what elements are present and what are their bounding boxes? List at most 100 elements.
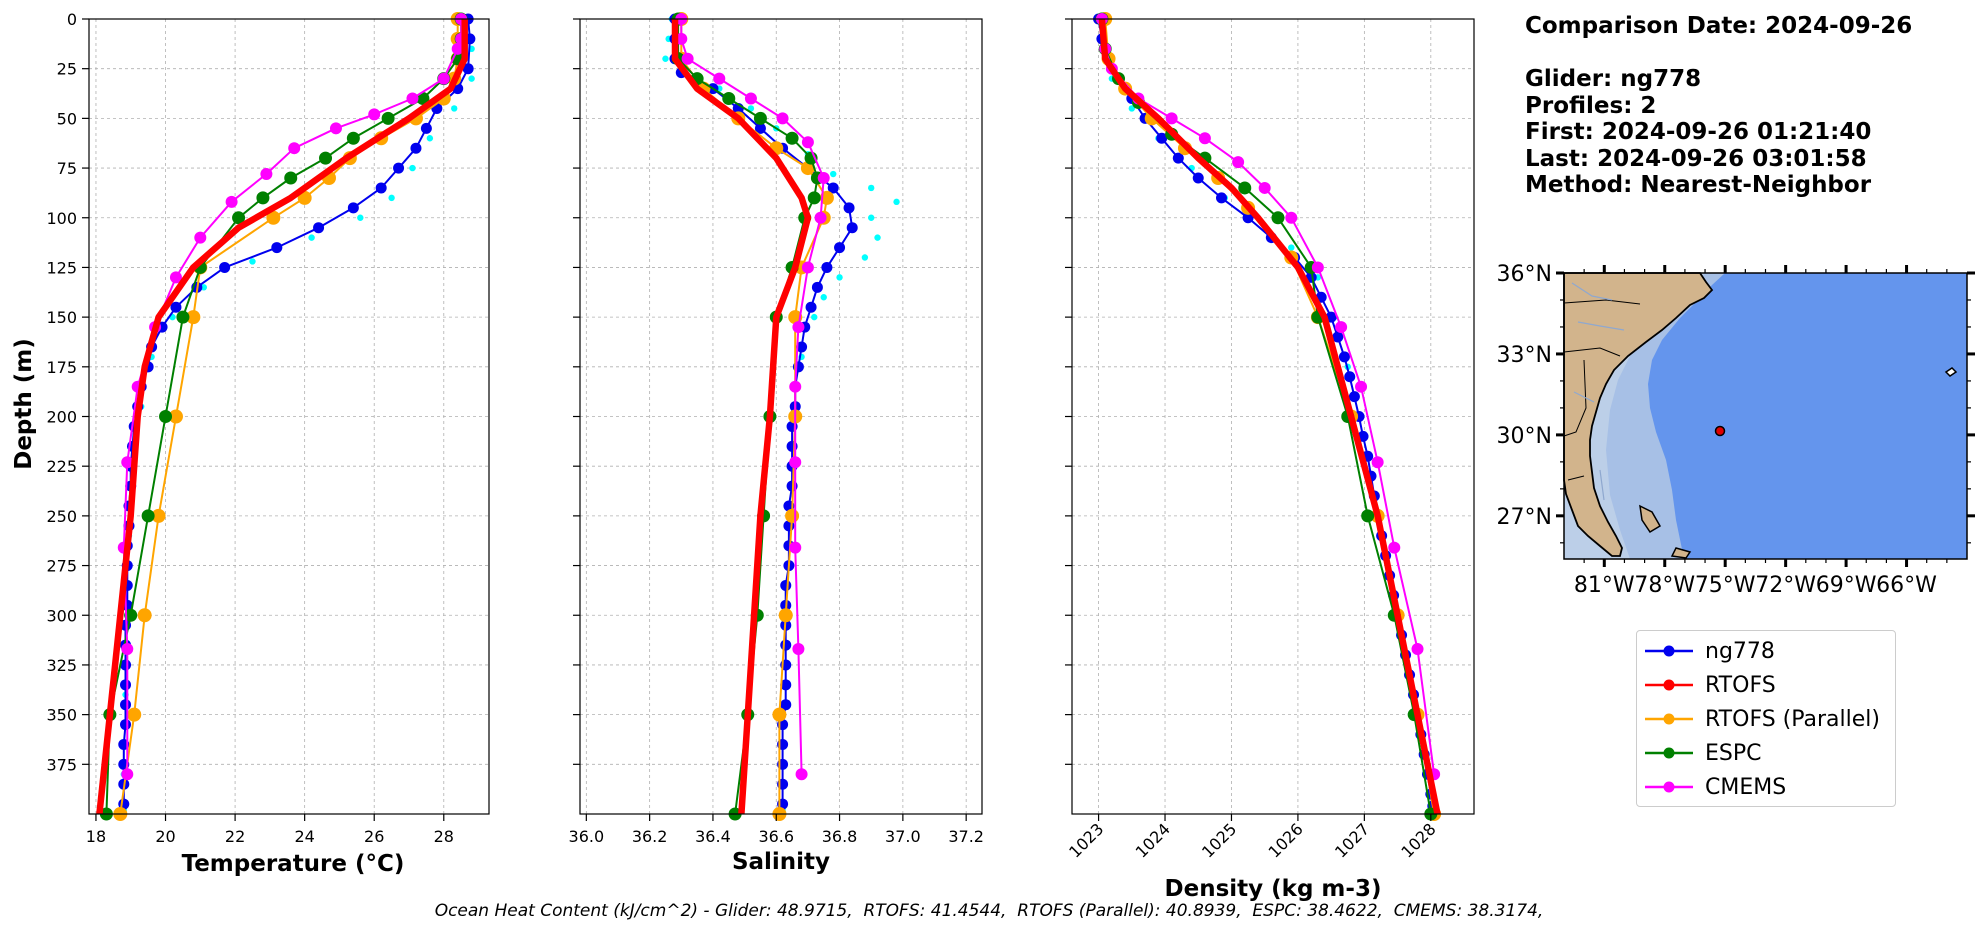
data-point-rtofs-parallel xyxy=(785,508,800,523)
map-lat-label: 36°N xyxy=(1497,262,1552,287)
series-line-rtofs xyxy=(96,19,468,815)
x-tick-label: 1023 xyxy=(1065,819,1107,861)
series-line-rtofs xyxy=(671,19,812,815)
data-point-cmems xyxy=(288,142,301,155)
profile-count: Profiles: 2 xyxy=(1525,92,1657,119)
density-axis-label: Density (kg m-3) xyxy=(1165,876,1382,902)
data-point-cmems xyxy=(801,261,814,274)
y-tick-label: 300 xyxy=(46,606,77,625)
data-point-ng778 xyxy=(1344,371,1356,383)
x-tick-label: 36.2 xyxy=(632,827,668,846)
data-point-ng778 xyxy=(821,261,833,273)
data-point-espc xyxy=(319,151,333,165)
data-point-cmems xyxy=(1311,261,1324,274)
data-point-cmems xyxy=(1355,380,1368,393)
map-state-borders xyxy=(1563,299,1641,481)
location-map: 36°N 33°N 30°N 27°N 81°W 78°W 75°W 72°W 69°W 66°W xyxy=(1497,262,1975,598)
y-tick-label: 0 xyxy=(67,10,77,29)
glider-raw-point xyxy=(308,234,315,241)
data-point-ng778 xyxy=(805,301,817,313)
map-lon-label: 69°W xyxy=(1816,573,1877,598)
glider-raw-point xyxy=(836,274,843,281)
data-point-espc xyxy=(785,131,799,145)
data-point-espc xyxy=(807,191,821,205)
glider-raw-point xyxy=(200,284,207,291)
data-point-ng778 xyxy=(1305,271,1317,283)
data-point-cmems xyxy=(789,541,802,554)
y-tick-label: 75 xyxy=(57,159,77,178)
data-point-cmems xyxy=(681,52,694,65)
y-tick-label: 25 xyxy=(57,60,77,79)
x-tick-label: 36.6 xyxy=(758,827,794,846)
series-line-ng778 xyxy=(1097,18,1434,807)
map-lon-label: 72°W xyxy=(1755,573,1816,598)
map-lon-label: 75°W xyxy=(1695,573,1756,598)
x-tick-label: 1024 xyxy=(1132,819,1174,861)
salinity-panel: 36.0 36.2 36.4 36.6 36.8 37.0 37.2 xyxy=(569,12,984,846)
data-point-cmems xyxy=(451,42,464,55)
map-land xyxy=(1563,272,1714,557)
y-tick-label: 125 xyxy=(46,258,77,277)
data-point-cmems xyxy=(406,92,419,105)
data-point-rtofs-parallel xyxy=(151,508,166,523)
data-point-espc xyxy=(232,211,246,225)
glider-raw-point xyxy=(820,294,827,301)
y-tick-label: 275 xyxy=(46,557,77,576)
data-point-ng778 xyxy=(843,202,855,214)
y-tick-label: 200 xyxy=(46,408,77,427)
glider-location-marker xyxy=(1714,425,1726,437)
legend-label: RTOFS (Parallel) xyxy=(1705,706,1880,732)
data-point-ng778 xyxy=(120,699,132,711)
glider-raw-point xyxy=(357,214,364,221)
legend-item-rtofs-parallel: RTOFS (Parallel) xyxy=(1643,704,1880,734)
salinity-axis-label: Salinity xyxy=(732,849,830,875)
glider-raw-point xyxy=(1288,244,1295,251)
map-lon-label: 78°W xyxy=(1634,573,1695,598)
series-line-rtofs xyxy=(1098,18,1441,815)
data-point-espc xyxy=(753,111,767,125)
x-tick-label: 1025 xyxy=(1198,819,1240,861)
legend-item-espc: ESPC xyxy=(1643,738,1762,768)
last-time: Last: 2024-09-26 03:01:58 xyxy=(1525,145,1867,172)
data-point-ng778 xyxy=(754,122,766,134)
legend-marker-ng778 xyxy=(1645,645,1693,657)
data-point-ng778 xyxy=(410,142,422,154)
data-point-cmems xyxy=(1388,541,1401,554)
glider-raw-point xyxy=(830,170,837,178)
data-point-cmems xyxy=(1232,156,1245,169)
data-point-cmems xyxy=(713,72,726,85)
data-point-cmems xyxy=(329,122,342,135)
data-point-cmems xyxy=(121,768,134,781)
x-tick-label: 36.0 xyxy=(569,827,605,846)
data-point-espc xyxy=(381,111,395,125)
legend-marker-rtofs xyxy=(1645,679,1693,691)
data-point-cmems xyxy=(1165,112,1178,125)
glider-raw-point xyxy=(409,164,416,172)
data-point-cmems xyxy=(225,195,238,208)
map-lon-label: 66°W xyxy=(1876,573,1937,598)
info-panel: Comparison Date: 2024-09-26 Glider: ng77… xyxy=(1525,13,1912,199)
data-point-espc xyxy=(159,410,173,423)
temperature-axis-label: Temperature (°C) xyxy=(182,851,405,877)
data-point-cmems xyxy=(194,231,207,244)
data-point-ng778 xyxy=(780,679,792,691)
glider-raw-point xyxy=(662,55,669,62)
data-point-cmems xyxy=(437,72,450,85)
data-point-ng778 xyxy=(120,719,132,731)
data-point-cmems xyxy=(789,456,802,469)
data-point-rtofs-parallel xyxy=(168,409,183,424)
data-point-ng778 xyxy=(1332,331,1344,343)
map-lat-label: 27°N xyxy=(1497,505,1552,530)
data-point-ng778 xyxy=(219,261,231,273)
legend-label: ESPC xyxy=(1705,740,1762,766)
data-point-ng778 xyxy=(1216,192,1228,204)
data-point-espc xyxy=(416,92,430,105)
data-point-ng778 xyxy=(1348,391,1360,403)
data-point-ng778 xyxy=(796,341,808,353)
x-tick-label: 26 xyxy=(364,827,384,846)
data-point-cmems xyxy=(801,136,814,149)
y-tick-label: 325 xyxy=(46,656,77,675)
map-lon-label: 81°W xyxy=(1574,573,1635,598)
glider-raw-point xyxy=(868,184,875,192)
legend-item-ng778: ng778 xyxy=(1643,636,1775,666)
